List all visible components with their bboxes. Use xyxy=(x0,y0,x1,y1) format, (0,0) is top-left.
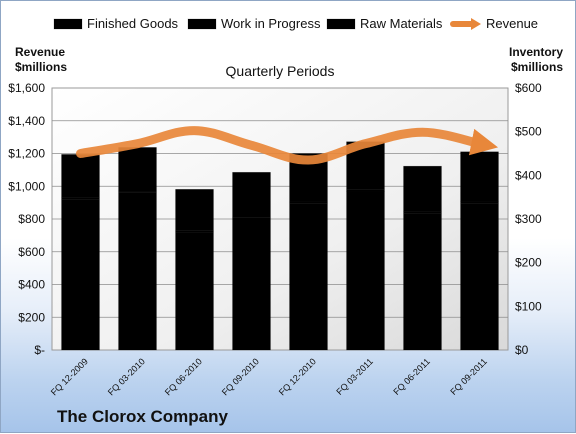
x-tick-label: FQ 12-2009 xyxy=(49,356,90,397)
y-left-tick-label: $600 xyxy=(18,245,45,259)
legend-label: Finished Goods xyxy=(87,16,179,31)
x-tick-label: FQ 06-2011 xyxy=(391,356,432,397)
y-left-tick-label: $- xyxy=(34,343,45,357)
y-left-tick-label: $1,000 xyxy=(8,179,45,193)
x-tick-label: FQ 12-2010 xyxy=(277,356,318,397)
y-left-tick-label: $200 xyxy=(18,310,45,324)
legend-swatch-raw-materials xyxy=(326,18,356,30)
legend-arrow xyxy=(471,18,481,30)
y-right-tick-label: $600 xyxy=(515,81,542,95)
legend-swatch-finished-goods xyxy=(53,18,83,30)
y-left-tick-label: $1,200 xyxy=(8,147,45,161)
legend-label: Raw Materials xyxy=(360,16,443,31)
x-tick-label: FQ 03-2010 xyxy=(106,356,147,397)
y-right-tick-label: $500 xyxy=(515,125,542,139)
y-right-tick-label: $100 xyxy=(515,299,542,313)
bar-finished-goods xyxy=(460,202,499,351)
legend-label: Work in Progress xyxy=(221,16,321,31)
bar-finished-goods xyxy=(61,199,100,351)
bar-finished-goods xyxy=(175,231,214,351)
bar-raw-materials xyxy=(232,171,271,218)
y-right-tick-label: $300 xyxy=(515,212,542,226)
bar-finished-goods xyxy=(118,192,157,351)
x-tick-label: FQ 06-2010 xyxy=(163,356,204,397)
y-left-tick-label: $800 xyxy=(18,212,45,226)
company-name: The Clorox Company xyxy=(57,407,229,426)
y-right-axis-title: Inventory xyxy=(509,45,563,59)
bar-finished-goods xyxy=(232,218,271,351)
bar-raw-materials xyxy=(403,165,442,212)
y-right-tick-label: $200 xyxy=(515,256,542,270)
bar-raw-materials xyxy=(118,147,157,192)
bar-finished-goods xyxy=(403,213,442,351)
y-right-tick-label: $0 xyxy=(515,343,529,357)
bar-raw-materials xyxy=(175,189,214,232)
y-right-axis-title: $millions xyxy=(511,60,563,74)
y-right-tick-label: $400 xyxy=(515,168,542,182)
revenue-line xyxy=(76,126,499,165)
legend-swatch-work-in-progress xyxy=(187,18,217,30)
bars xyxy=(61,141,499,351)
y-left-axis-title: Revenue xyxy=(15,45,65,59)
y-left-axis-title: $millions xyxy=(15,60,67,74)
x-tick-label: FQ 03-2011 xyxy=(334,356,375,397)
x-tick-label: FQ 09-2011 xyxy=(448,356,489,397)
y-left-tick-label: $1,600 xyxy=(8,81,45,95)
bar-raw-materials xyxy=(460,151,499,202)
bar-finished-goods xyxy=(346,191,385,351)
legend-label: Revenue xyxy=(486,16,538,31)
y-left-tick-label: $1,400 xyxy=(8,114,45,128)
y-left-tick-label: $400 xyxy=(18,278,45,292)
legend: Finished Goods Work in Progress Raw Materi… xyxy=(53,16,538,31)
bar-work-in-progress xyxy=(460,201,499,204)
revenue-line-path xyxy=(76,126,499,165)
bar-finished-goods xyxy=(289,203,328,351)
bar-raw-materials xyxy=(61,154,100,198)
chart-title: Quarterly Periods xyxy=(226,63,335,79)
x-tick-label: FQ 09-2010 xyxy=(220,356,261,397)
